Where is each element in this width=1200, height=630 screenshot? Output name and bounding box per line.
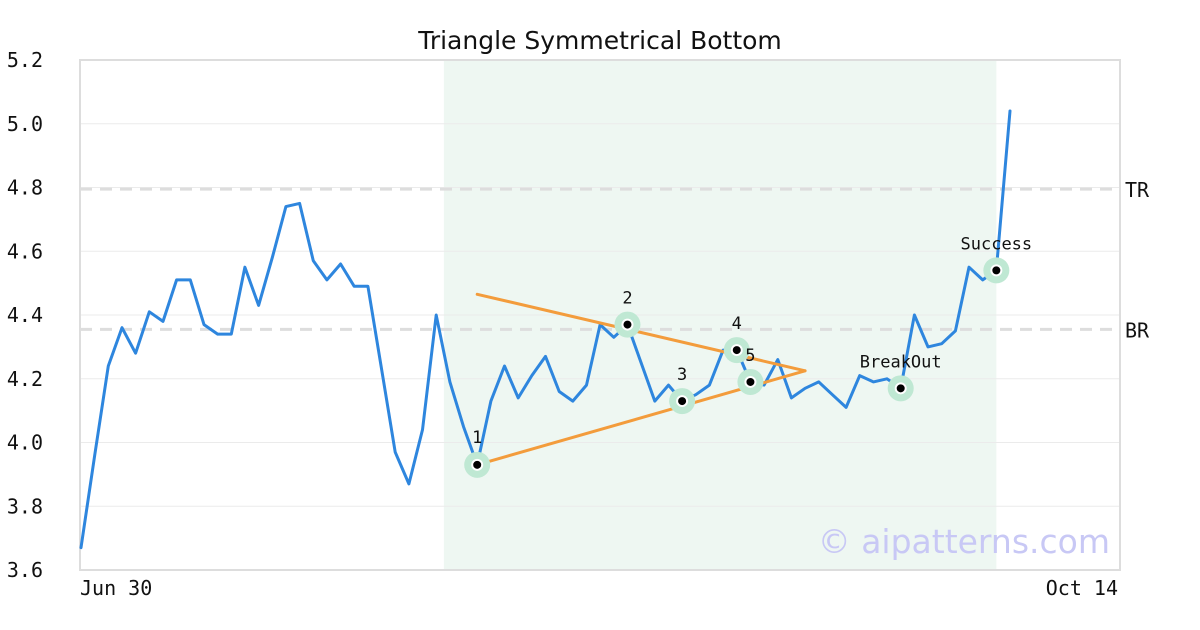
y-tick-label: 3.8 (7, 494, 43, 518)
hline-label-br: BR (1125, 318, 1150, 342)
point-marker-2 (621, 318, 634, 331)
point-label-success: Success (961, 234, 1033, 254)
y-tick-label: 4.0 (7, 431, 43, 455)
point-marker-4 (730, 344, 743, 357)
watermark: © aipatterns.com (818, 522, 1110, 561)
point-marker-success (990, 264, 1003, 277)
price-series-line (79, 109, 1012, 550)
y-tick-label: 4.4 (7, 303, 43, 327)
y-tick-label: 5.2 (7, 48, 43, 72)
point-marker-1 (471, 458, 484, 471)
point-label-4: 4 (732, 314, 742, 334)
point-label-1: 1 (472, 428, 482, 448)
point-label-3: 3 (677, 365, 687, 385)
y-tick-label: 4.8 (7, 176, 43, 200)
y-tick-label: 4.6 (7, 239, 43, 263)
plot-frame (79, 59, 1121, 571)
hline-label-tr: TR (1125, 178, 1150, 202)
point-label-breakout: BreakOut (860, 352, 942, 372)
x-tick-label-start: Jun 30 (80, 576, 152, 600)
point-marker-3 (676, 395, 689, 408)
point-marker-5 (744, 375, 757, 388)
x-tick-label-end: Oct 14 (1046, 576, 1118, 600)
point-label-5: 5 (745, 346, 755, 366)
y-tick-label: 3.6 (7, 558, 43, 582)
y-tick-label: 4.2 (7, 367, 43, 391)
point-label-2: 2 (622, 289, 632, 309)
triangle-upper-line (475, 292, 807, 373)
y-tick-label: 5.0 (7, 112, 43, 136)
chart-title: Triangle Symmetrical Bottom (417, 26, 782, 55)
point-marker-breakout (894, 382, 907, 395)
